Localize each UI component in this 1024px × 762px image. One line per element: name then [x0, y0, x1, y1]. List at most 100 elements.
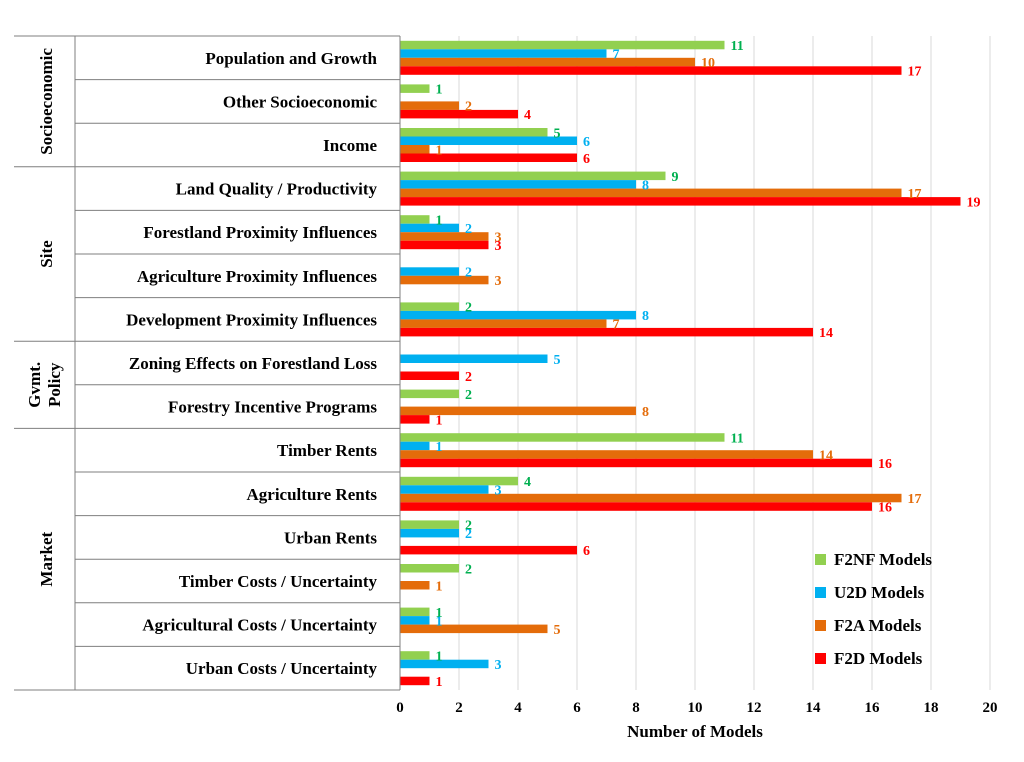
bar	[400, 493, 902, 503]
bar	[400, 49, 607, 58]
bar	[400, 406, 636, 416]
data-label: 10	[701, 56, 715, 71]
category-label: Population and Growth	[205, 49, 377, 68]
legend-label: U2D Models	[834, 583, 925, 602]
bar	[400, 458, 872, 468]
x-tick-label: 2	[455, 700, 463, 716]
bar	[400, 354, 548, 363]
data-label: 2	[465, 527, 472, 542]
bar	[400, 101, 459, 110]
data-label: 3	[495, 274, 502, 289]
bar	[400, 240, 489, 250]
data-label: 17	[908, 187, 922, 202]
data-label: 11	[731, 431, 744, 446]
data-label: 5	[554, 623, 561, 638]
x-tick-labels: 0 2 4 6 8 10 12 14 16 18 20	[396, 700, 997, 716]
data-label: 3	[495, 484, 502, 499]
data-label: 16	[878, 501, 892, 516]
data-label: 17	[908, 65, 922, 80]
data-label: 1	[436, 143, 443, 158]
category-label: Forestry Incentive Programs	[168, 398, 377, 417]
legend-label: F2A Models	[834, 616, 922, 635]
bar	[400, 66, 902, 75]
x-tick-label: 14	[806, 700, 822, 716]
data-label: 2	[465, 388, 472, 403]
data-label: 1	[436, 579, 443, 594]
category-label: Agriculture Proximity Influences	[137, 267, 378, 286]
x-tick-label: 18	[924, 700, 939, 716]
legend-swatch	[815, 587, 826, 598]
data-label: 4	[524, 475, 531, 490]
data-label: 2	[465, 519, 472, 534]
bar	[400, 57, 695, 67]
bar	[400, 371, 459, 380]
category-label: Agriculture Rents	[247, 485, 378, 504]
bar	[400, 545, 577, 555]
bar	[400, 616, 430, 625]
group-label: Gvmt.Policy	[25, 362, 64, 408]
bar	[400, 441, 430, 451]
category-label: Urban Costs / Uncertainty	[186, 659, 378, 678]
data-label: 8	[642, 309, 649, 324]
group-label: Socioeconomic	[37, 48, 56, 155]
bar	[400, 520, 459, 529]
bar	[400, 40, 725, 50]
data-label: 1	[436, 614, 443, 629]
x-tick-label: 8	[632, 700, 640, 716]
legend-swatch	[815, 620, 826, 631]
bars	[400, 40, 961, 686]
x-tick-label: 20	[983, 700, 998, 716]
x-tick-label: 16	[865, 700, 881, 716]
group-label-line: Policy	[45, 362, 64, 407]
data-label: 16	[878, 457, 892, 472]
bar	[400, 564, 459, 573]
data-label: 2	[465, 222, 472, 237]
bar	[400, 659, 489, 669]
data-labels: 1171017124561698171912332328714522811111…	[436, 39, 981, 690]
bar	[400, 676, 430, 686]
bar	[400, 327, 813, 337]
data-label: 8	[642, 405, 649, 420]
data-label: 1	[436, 440, 443, 455]
bar	[400, 624, 548, 634]
data-label: 2	[465, 301, 472, 316]
group-label: Market	[37, 531, 56, 586]
data-label: 19	[967, 195, 981, 210]
bar	[400, 310, 636, 320]
category-label: Forestland Proximity Influences	[143, 223, 377, 242]
data-label: 4	[524, 108, 531, 123]
x-tick-label: 0	[396, 700, 404, 716]
category-label: Zoning Effects on Forestland Loss	[129, 354, 377, 373]
legend: F2NF Models U2D Models F2A Models F2D Model…	[815, 550, 932, 668]
category-label: Income	[323, 136, 377, 155]
legend-label: F2NF Models	[834, 550, 932, 569]
bar	[400, 302, 459, 311]
bar	[400, 109, 518, 119]
bar	[400, 275, 489, 285]
bar	[400, 502, 872, 511]
category-frame	[14, 35, 401, 691]
bar	[400, 450, 813, 459]
bar	[400, 581, 430, 590]
data-label: 7	[613, 48, 620, 63]
bar	[400, 188, 902, 198]
data-label: 7	[613, 318, 620, 333]
data-label: 8	[642, 178, 649, 193]
bar	[400, 651, 430, 660]
data-label: 3	[495, 230, 502, 245]
x-tick-label: 10	[688, 700, 703, 716]
data-label: 1	[436, 606, 443, 621]
group-label: Site	[37, 240, 56, 268]
data-label: 3	[495, 239, 502, 254]
bar	[400, 197, 961, 206]
data-label: 2	[465, 370, 472, 385]
bar	[400, 84, 430, 93]
bar	[400, 232, 489, 241]
data-label: 1	[436, 83, 443, 98]
data-label: 6	[583, 544, 590, 559]
bar	[400, 153, 577, 162]
legend-swatch	[815, 653, 826, 664]
group-labels: Socioeconomic Site Gvmt.Policy Market	[25, 48, 64, 587]
bar	[400, 267, 459, 276]
bar	[400, 215, 430, 224]
